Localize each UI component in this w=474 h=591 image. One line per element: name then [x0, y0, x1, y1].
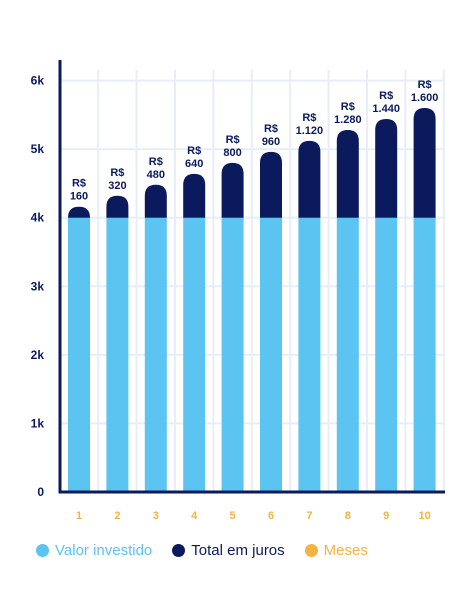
- legend-item-valor-investido: Valor investido: [36, 542, 152, 559]
- bar-valor-investido: [336, 217, 359, 492]
- bar-valor-investido: [68, 217, 90, 492]
- bar-total-em-juros: [336, 129, 359, 218]
- bar-valor-investido: [413, 217, 436, 492]
- y-tick-label: 0: [37, 485, 44, 499]
- data-label-value: 960: [262, 136, 280, 148]
- data-label-currency: R$: [418, 79, 432, 91]
- y-axis-ticks: 0 1k 2k 3k 4k 5k 6k: [31, 74, 45, 499]
- data-label-value: 480: [147, 169, 165, 181]
- legend-swatch-total-em-juros: [172, 544, 186, 557]
- y-tick-label: 5k: [31, 142, 45, 156]
- legend: Valor investido Total em juros Meses: [36, 542, 388, 559]
- legend-item-meses: Meses: [304, 542, 368, 559]
- legend-label-total-em-juros: Total em juros: [191, 542, 285, 559]
- x-axis-ticks: 1 2 3 4 5 6 7 8 9 10: [76, 510, 431, 522]
- data-label-currency: R$: [302, 112, 316, 124]
- data-label-currency: R$: [110, 167, 124, 179]
- data-label-value: 1.440: [372, 103, 400, 115]
- bar-total-em-juros: [106, 195, 129, 218]
- bar-total-em-juros: [183, 173, 206, 218]
- bar-total-em-juros: [68, 206, 90, 218]
- x-tick-label: 3: [153, 510, 159, 522]
- x-tick-label: 2: [114, 510, 120, 522]
- bar-valor-investido: [221, 217, 244, 492]
- bar-total-em-juros: [144, 184, 167, 218]
- data-label-value: 1.280: [334, 114, 362, 126]
- legend-label-valor-investido: Valor investido: [55, 542, 153, 559]
- data-label-value: 320: [108, 180, 126, 192]
- x-tick-label: 8: [345, 510, 351, 522]
- x-tick-label: 7: [306, 510, 312, 522]
- data-label-currency: R$: [379, 90, 393, 102]
- bar-valor-investido: [183, 217, 206, 492]
- y-tick-label: 2k: [31, 348, 45, 362]
- bar-total-em-juros: [260, 151, 282, 218]
- bar-valor-investido: [260, 217, 282, 492]
- bar-valor-investido: [298, 217, 321, 492]
- x-tick-label: 6: [268, 510, 274, 522]
- x-tick-label: 5: [230, 510, 236, 522]
- bar-total-em-juros: [298, 140, 321, 218]
- bar-valor-investido: [375, 217, 398, 492]
- chart: R$160R$320R$480R$640R$800R$960R$1.120R$1…: [31, 60, 445, 522]
- legend-item-total-em-juros: Total em juros: [172, 542, 285, 559]
- legend-swatch-valor-investido: [36, 544, 49, 557]
- data-label-value: 160: [70, 191, 88, 203]
- y-tick-label: 1k: [31, 416, 45, 430]
- legend-swatch-meses: [304, 544, 318, 557]
- data-label-value: 1.600: [411, 92, 439, 104]
- bars: [68, 108, 436, 492]
- bar-valor-investido: [144, 217, 167, 492]
- bar-total-em-juros: [375, 118, 398, 218]
- x-tick-label: 10: [418, 510, 430, 522]
- data-label-currency: R$: [187, 145, 201, 157]
- data-label-currency: R$: [341, 101, 355, 113]
- x-tick-label: 4: [191, 510, 198, 522]
- y-tick-label: 3k: [31, 279, 45, 293]
- legend-label-meses: Meses: [323, 542, 368, 559]
- data-label-value: 1.120: [296, 125, 324, 137]
- bar-valor-investido: [106, 217, 129, 492]
- data-label-currency: R$: [149, 156, 163, 168]
- bar-total-em-juros: [221, 162, 244, 218]
- data-label-currency: R$: [264, 123, 278, 135]
- data-labels: R$160R$320R$480R$640R$800R$960R$1.120R$1…: [70, 79, 439, 203]
- data-label-currency: R$: [226, 134, 240, 146]
- data-label-currency: R$: [72, 178, 86, 190]
- x-tick-label: 9: [383, 510, 389, 522]
- x-tick-label: 1: [76, 510, 82, 522]
- axes: [58, 60, 445, 494]
- data-label-value: 640: [185, 158, 203, 170]
- y-tick-label: 4k: [31, 211, 45, 225]
- data-label-value: 800: [223, 147, 241, 159]
- bar-total-em-juros: [413, 108, 436, 218]
- y-tick-label: 6k: [31, 74, 45, 88]
